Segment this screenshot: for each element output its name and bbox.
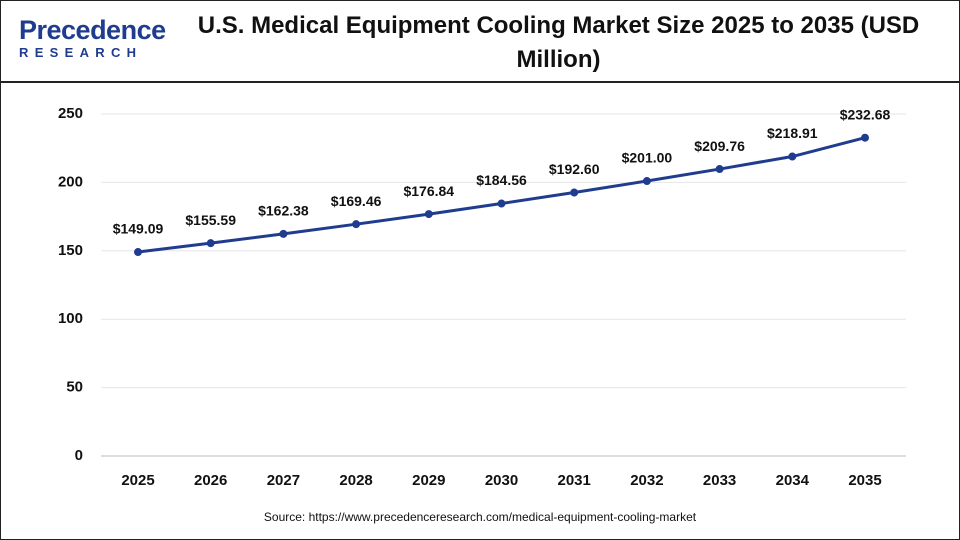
value-label: $218.91 <box>767 125 818 141</box>
value-label: $201.00 <box>622 150 673 166</box>
value-label: $192.60 <box>549 161 600 177</box>
value-label: $155.59 <box>185 212 236 228</box>
point <box>134 248 142 257</box>
x-tick-label: 2034 <box>776 472 810 489</box>
point <box>424 210 433 219</box>
point <box>715 165 724 174</box>
point <box>861 133 869 142</box>
x-tick-label: 2030 <box>485 472 518 489</box>
x-tick-label: 2031 <box>558 472 591 489</box>
value-label: $149.09 <box>113 221 164 237</box>
y-tick-label: 250 <box>58 105 83 122</box>
line <box>137 136 866 254</box>
point <box>206 239 215 248</box>
y-tick-label: 0 <box>75 447 83 464</box>
x-tick-label: 2035 <box>848 472 881 489</box>
point <box>497 199 506 208</box>
header: Precedence RESEARCH U.S. Medical Equipme… <box>1 1 959 83</box>
x-tick-label: 2032 <box>630 472 663 489</box>
point <box>352 220 361 229</box>
y-tick-label: 150 <box>58 242 83 259</box>
logo-name: Precedence <box>19 15 166 45</box>
chart-title: U.S. Medical Equipment Cooling Market Si… <box>197 12 920 73</box>
point <box>642 177 651 186</box>
x-tick-label: 2026 <box>194 472 227 489</box>
value-label: $162.38 <box>258 203 309 219</box>
point <box>279 229 288 238</box>
value-label: $169.46 <box>331 193 382 209</box>
value-label: $176.84 <box>403 183 454 199</box>
value-label: $232.68 <box>840 106 891 122</box>
logo: Precedence RESEARCH <box>19 15 166 60</box>
x-tick-label: 2025 <box>121 472 154 489</box>
x-tick-label: 2029 <box>412 472 445 489</box>
y-tick-label: 50 <box>66 379 83 396</box>
y-tick-label: 100 <box>58 310 83 327</box>
x-tick-label: 2027 <box>267 472 300 489</box>
value-label: $209.76 <box>694 138 745 154</box>
point <box>788 152 797 161</box>
x-tick-label: 2028 <box>339 472 372 489</box>
point <box>570 188 579 197</box>
x-tick-label: 2033 <box>703 472 736 489</box>
y-tick-label: 200 <box>58 173 83 190</box>
source: Source: https://www.precedenceresearch.c… <box>264 510 697 524</box>
value-label: $184.56 <box>476 172 527 188</box>
logo-tagline: RESEARCH <box>19 45 143 60</box>
